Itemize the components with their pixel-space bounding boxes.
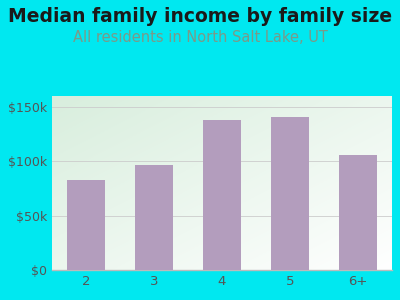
Bar — [271, 117, 309, 270]
Bar — [67, 180, 105, 270]
Bar — [203, 120, 241, 270]
Bar — [339, 155, 377, 270]
Text: All residents in North Salt Lake, UT: All residents in North Salt Lake, UT — [72, 30, 328, 45]
Text: Median family income by family size: Median family income by family size — [8, 7, 392, 26]
Bar — [135, 164, 173, 270]
